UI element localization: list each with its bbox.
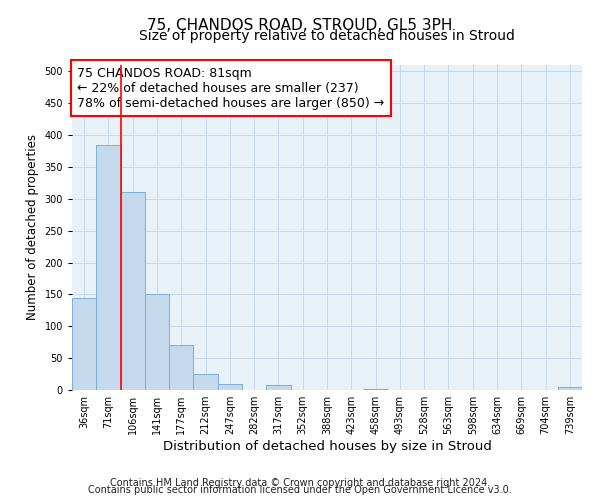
Bar (558, 387, 582, 390)
Bar (364, 388, 388, 390)
Y-axis label: Number of detached properties: Number of detached properties (26, 134, 39, 320)
Bar (169, 346, 193, 390)
Text: Contains public sector information licensed under the Open Government Licence v3: Contains public sector information licen… (88, 485, 512, 495)
Bar (218, 384, 242, 390)
Bar (145, 294, 169, 390)
Bar (121, 192, 145, 390)
X-axis label: Distribution of detached houses by size in Stroud: Distribution of detached houses by size … (163, 440, 491, 453)
Bar (96, 144, 121, 390)
Bar (266, 385, 290, 390)
Text: 75 CHANDOS ROAD: 81sqm
← 22% of detached houses are smaller (237)
78% of semi-de: 75 CHANDOS ROAD: 81sqm ← 22% of detached… (77, 66, 385, 110)
Text: Contains HM Land Registry data © Crown copyright and database right 2024.: Contains HM Land Registry data © Crown c… (110, 478, 490, 488)
Text: 75, CHANDOS ROAD, STROUD, GL5 3PH: 75, CHANDOS ROAD, STROUD, GL5 3PH (148, 18, 452, 32)
Bar (72, 298, 96, 390)
Bar (193, 374, 218, 390)
Title: Size of property relative to detached houses in Stroud: Size of property relative to detached ho… (139, 29, 515, 43)
